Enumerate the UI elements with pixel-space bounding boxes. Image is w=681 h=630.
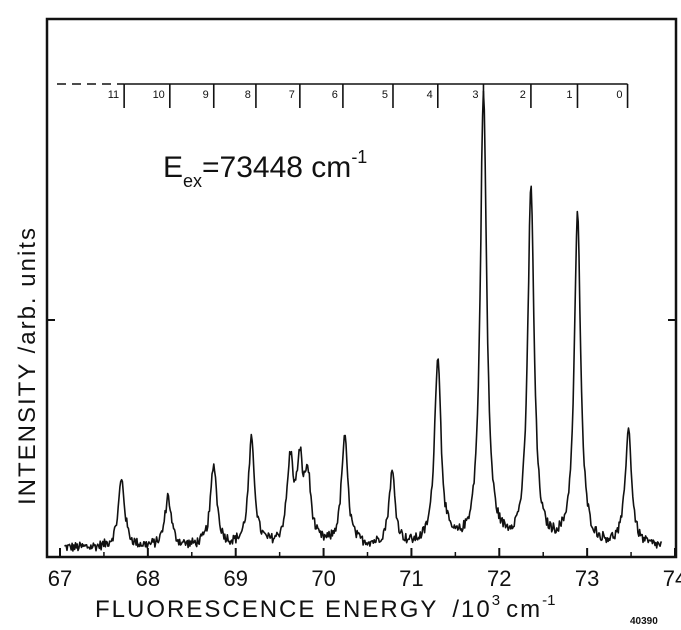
progression-label: 10: [153, 89, 165, 101]
x-axis-title: FLUORESCENCE ENERGY/103 cm-1: [95, 592, 555, 623]
y-axis-title: INTENSITY /arb. units: [14, 226, 41, 505]
x-tick-label: 74: [663, 566, 681, 591]
x-tick-label: 73: [575, 566, 599, 591]
progression-label: 1: [566, 89, 572, 101]
progression-label: 6: [332, 89, 338, 101]
x-tick-label: 68: [136, 566, 160, 591]
x-tick-label: 69: [223, 566, 247, 591]
x-tick-label: 72: [487, 566, 511, 591]
figure-number: 40390: [630, 616, 658, 627]
excitation-energy-annotation: Eex=73448 cm-1: [163, 147, 367, 191]
spectrum-series-line: [64, 90, 663, 552]
progression-label: 2: [520, 89, 526, 101]
progression-label: 8: [245, 89, 251, 101]
progression-label: 11: [108, 89, 119, 101]
progression-label: 7: [289, 89, 295, 101]
x-tick-label: 67: [48, 566, 72, 591]
progression-label: 9: [203, 89, 209, 101]
plot-frame: [45, 17, 678, 559]
x-tick-label: 70: [311, 566, 335, 591]
progression-label: 0: [616, 89, 622, 101]
x-axis-ticks: 67 68 69 70 71 72 73 74: [48, 548, 681, 591]
progression-label: 5: [382, 89, 388, 101]
progression-label: 4: [427, 89, 433, 101]
progression-label: 3: [472, 89, 478, 101]
x-tick-label: 71: [399, 566, 423, 591]
vibrational-progression-scale: 11 10 9 8 7 6 5 4 3 2 1 0: [57, 83, 629, 108]
